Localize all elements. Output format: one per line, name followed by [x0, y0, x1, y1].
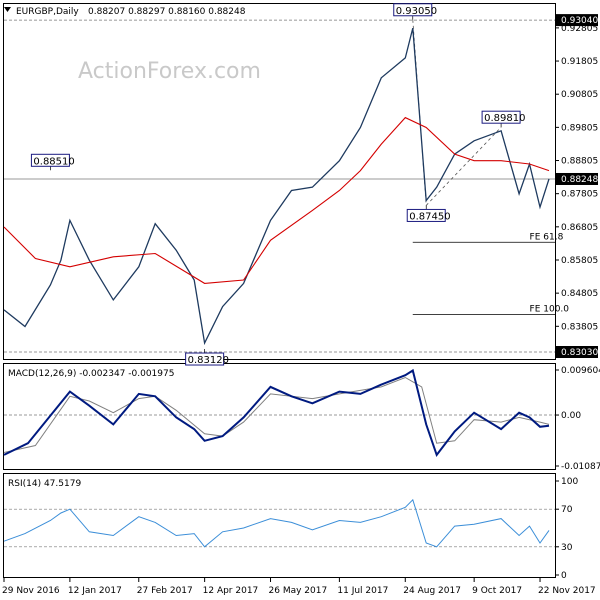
rsi-header: RSI(14) 47.5179	[8, 479, 81, 489]
y-tick-label: 0.90805	[561, 90, 598, 100]
x-tick-label: 26 May 2017	[269, 586, 328, 596]
annotation-label: 0.83120	[188, 355, 229, 366]
x-tick-label: 29 Nov 2016	[2, 586, 60, 596]
macd-layer: 0.009604 0.00 -0.010873	[3, 366, 600, 472]
sma-series-line	[3, 116, 550, 284]
price-tag	[556, 346, 598, 358]
macd-tick-label: 0.009604	[561, 366, 600, 376]
y-tick-label: 0.84805	[561, 289, 598, 299]
x-tick-label: 22 Nov 2017	[538, 586, 596, 596]
annotation-label: 0.87450	[409, 211, 450, 222]
rsi-layer: 100 70 30 0	[3, 477, 578, 581]
price-series-line	[3, 27, 550, 346]
x-tick-label: 12 Apr 2017	[203, 586, 259, 596]
annotation-box	[481, 110, 521, 124]
fe-level-label: FE 100.0	[530, 305, 570, 315]
rsi-panel-frame	[3, 473, 556, 578]
price-tag-label: 0.88248	[561, 175, 598, 185]
y-tick-label: 0.92805	[561, 24, 598, 34]
macd-header: MACD(12,26,9) -0.002347 -0.001975	[8, 369, 174, 379]
y-tick-label: 0.85805	[561, 256, 598, 266]
y-tick-label: 0.88805	[561, 157, 598, 167]
annotation-box	[30, 153, 70, 167]
y-tick-label: 0.91805	[561, 57, 598, 67]
annotation-box	[406, 208, 446, 222]
watermark: ActionForex.com	[78, 59, 261, 84]
y-tick-label: 0.89805	[561, 123, 598, 133]
fe-level-label: FE 61.8	[530, 232, 564, 242]
macd-tick-label: 0.00	[561, 411, 581, 421]
x-tick-label: 27 Feb 2017	[137, 586, 193, 596]
x-axis: 29 Nov 2016 12 Jan 2017 27 Feb 2017 12 Apr …	[2, 578, 596, 596]
rsi-tick-label: 70	[561, 505, 573, 515]
annotation-label: 0.89810	[484, 113, 525, 124]
y-tick-label: 0.83805	[561, 322, 598, 332]
main-panel-frame	[3, 3, 556, 360]
annotation-label: 0.88510	[33, 156, 74, 167]
macd-tick-label: -0.010873	[561, 462, 600, 472]
symbol-label: EURGBP,Daily	[16, 7, 79, 17]
annotation-box	[185, 352, 225, 366]
rsi-tick-label: 100	[561, 477, 578, 487]
price-tag	[556, 172, 598, 185]
macd-line	[3, 368, 550, 457]
ohlc-values: 0.88207 0.88297 0.88160 0.88248	[88, 7, 246, 17]
x-tick-label: 24 Aug 2017	[403, 586, 461, 596]
annotation-box	[393, 3, 433, 17]
collapse-arrow-icon[interactable]	[4, 7, 11, 12]
x-tick-label: 9 Oct 2017	[472, 586, 522, 596]
x-tick-label: 11 Jul 2017	[337, 586, 388, 596]
x-tick-label: 12 Jan 2017	[68, 586, 122, 596]
rsi-tick-label: 30	[561, 543, 573, 553]
rsi-tick-label: 0	[561, 571, 567, 581]
y-tick-label: 0.86805	[561, 223, 598, 233]
annotation-label: 0.93050	[396, 6, 437, 17]
main-price-layer: 0.92805 0.91805 0.90805 0.89805 0.88805 0.878…	[3, 3, 598, 366]
price-tag-label: 0.83030	[561, 348, 598, 358]
price-tag-label: 0.93040	[561, 16, 598, 26]
y-tick-label: 0.87805	[561, 190, 598, 200]
macd-panel-frame	[3, 363, 556, 470]
price-tag	[556, 14, 598, 27]
rsi-line	[3, 498, 550, 548]
